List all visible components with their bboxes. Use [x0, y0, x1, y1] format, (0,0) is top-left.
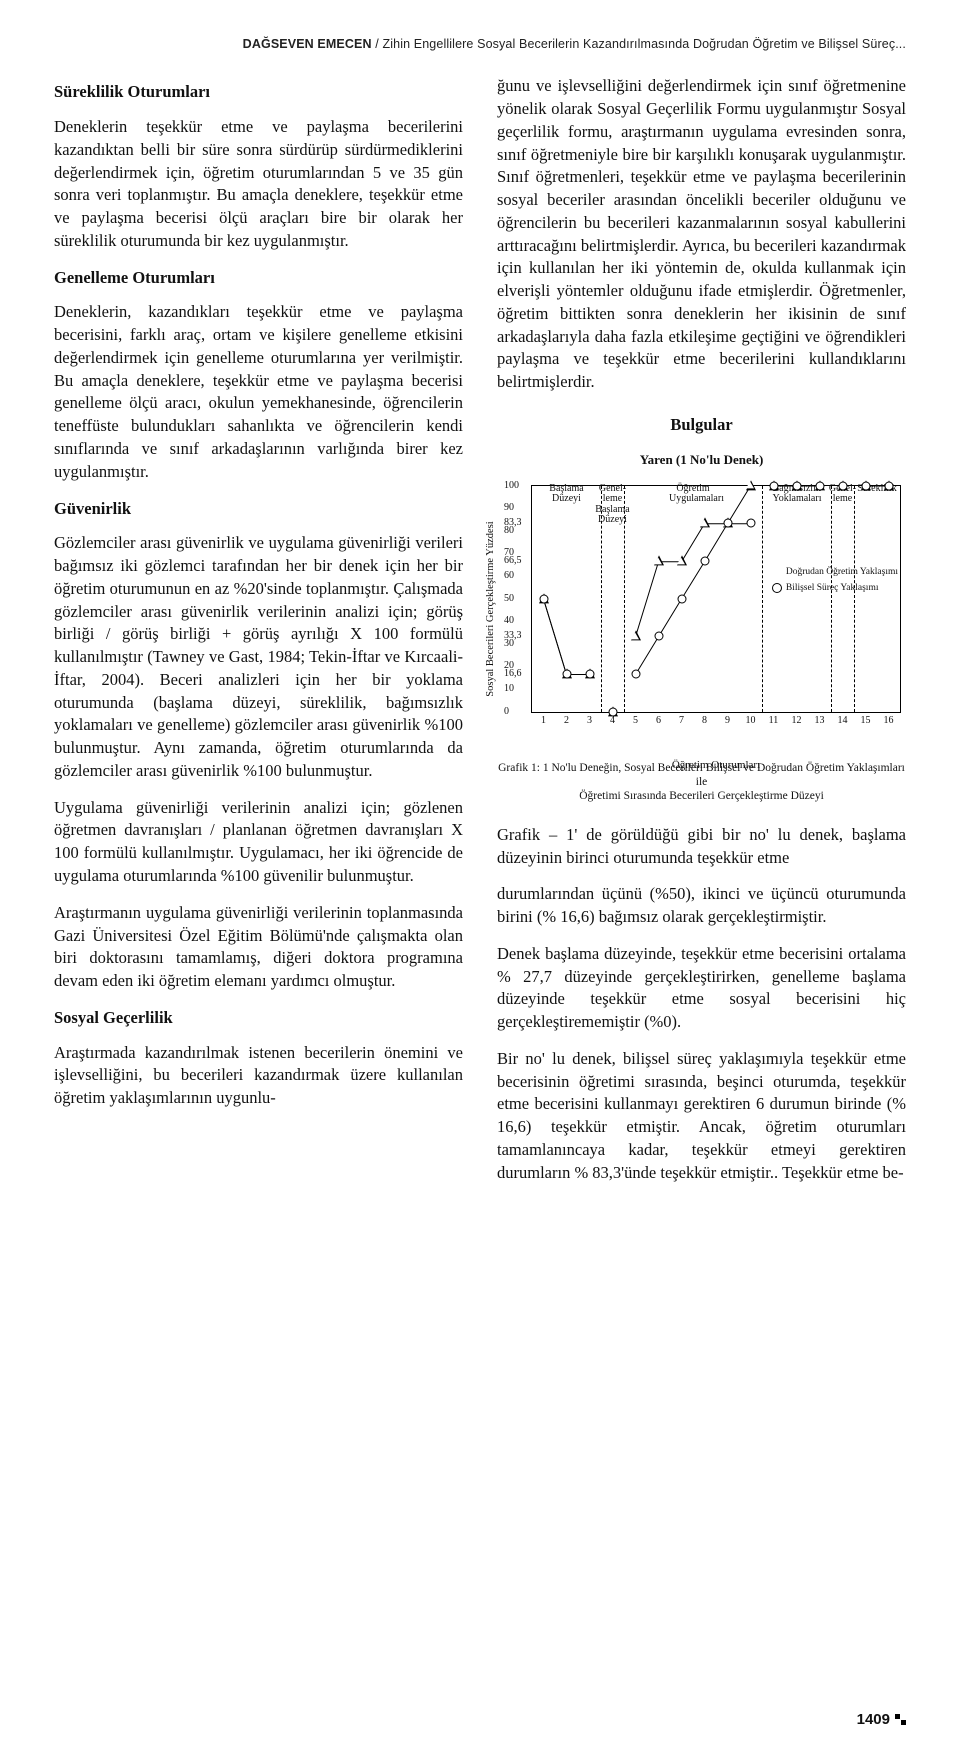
circle-marker-icon: [815, 481, 824, 490]
columns: Süreklilik Oturumları Deneklerin teşekkü…: [54, 75, 906, 1198]
y-axis-label: Sosyal Becerileri Gerçekleştirme Yüzdesi: [484, 521, 498, 696]
para-after-2: durumlarından üçünü (%50), ikinci ve üçü…: [497, 883, 906, 929]
y-tick: 60: [504, 569, 514, 583]
legend-label-dogrudan: Doğrudan Öğretim Yaklaşımı: [786, 566, 898, 578]
circle-marker-icon: [884, 481, 893, 490]
para-genelleme: Deneklerin, kazandıkları teşekkür etme v…: [54, 301, 463, 483]
chart-caption-l2: Öğretimi Sırasında Becerileri Gerçekleşt…: [497, 789, 906, 803]
y-tick: 100: [504, 479, 519, 493]
chart-wrap: Yaren (1 No'lu Denek) Sosyal Becerileri …: [497, 451, 906, 804]
spacer: [497, 814, 906, 824]
chart-title: Yaren (1 No'lu Denek): [497, 451, 906, 469]
para-guvenirlik-3: Araştırmanın uygulama güvenirliği verile…: [54, 902, 463, 993]
para-sosyal: Araştırmada kazandırılmak istenen beceri…: [54, 1042, 463, 1110]
y-tick: 10: [504, 682, 514, 696]
circle-marker-icon: [792, 481, 801, 490]
heading-sureklilik: Süreklilik Oturumları: [54, 81, 463, 104]
x-tick: 8: [702, 714, 707, 728]
x-tick: 10: [746, 714, 756, 728]
circle-marker-icon: [723, 519, 732, 528]
right-column: ğunu ve işlevselliğini değerlendirmek iç…: [497, 75, 906, 1198]
heading-guvenirlik: Güvenirlik: [54, 498, 463, 521]
y-tick: 0: [504, 705, 509, 719]
para-after-4: Bir no' lu denek, bilişsel süreç yaklaşı…: [497, 1048, 906, 1185]
circle-marker-icon: [562, 670, 571, 679]
phase-label: Genel-lemeBaşlamaDüzeyi: [589, 484, 637, 526]
x-tick: 2: [564, 714, 569, 728]
legend-row-dogrudan: Doğrudan Öğretim Yaklaşımı: [772, 566, 898, 578]
circle-marker-icon: [677, 594, 686, 603]
legend-label-bilissel: Bilişsel Süreç Yaklaşımı: [786, 582, 879, 594]
circle-marker-icon: [861, 481, 870, 490]
y-tick: 50: [504, 592, 514, 606]
x-tick: 15: [861, 714, 871, 728]
x-tick: 1: [541, 714, 546, 728]
triangle-marker-icon: [772, 567, 782, 576]
x-tick: 5: [633, 714, 638, 728]
circle-marker-icon: [608, 707, 617, 716]
circle-marker-icon: [700, 557, 709, 566]
triangle-marker-icon: [746, 480, 756, 490]
circle-marker-icon: [746, 519, 755, 528]
heading-genelleme: Genelleme Oturumları: [54, 267, 463, 290]
x-axis-label: Öğretim Oturumları: [672, 758, 760, 773]
page: DAĞSEVEN EMECEN / Zihin Engellilere Sosy…: [0, 0, 960, 1753]
para-after-3: Denek başlama düzeyinde, teşekkür etme b…: [497, 943, 906, 1034]
circle-marker-icon: [631, 670, 640, 679]
circle-marker-icon: [585, 670, 594, 679]
running-head-title: Zihin Engellilere Sosyal Becerilerin Kaz…: [382, 37, 906, 51]
para-guvenirlik-2: Uygulama güvenirliği verilerinin analizi…: [54, 797, 463, 888]
triangle-marker-icon: [700, 518, 710, 528]
running-head-author: DAĞSEVEN EMECEN: [243, 37, 372, 51]
triangle-marker-icon: [631, 631, 641, 641]
x-tick: 13: [815, 714, 825, 728]
phase-line: [831, 486, 832, 712]
circle-marker-icon: [769, 481, 778, 490]
page-number: 1409: [857, 1710, 906, 1731]
x-tick: 7: [679, 714, 684, 728]
x-tick: 9: [725, 714, 730, 728]
para-sureklilik: Deneklerin teşekkür etme ve paylaşma bec…: [54, 116, 463, 253]
y-tick-extra: 33,3: [504, 630, 522, 644]
y-tick-extra: 16,6: [504, 667, 522, 681]
chart-legend: Doğrudan Öğretim Yaklaşımı Bilişsel Süre…: [772, 566, 898, 599]
x-tick: 6: [656, 714, 661, 728]
x-tick: 3: [587, 714, 592, 728]
heading-sosyal: Sosyal Geçerlilik: [54, 1007, 463, 1030]
y-tick: 90: [504, 501, 514, 515]
heading-bulgular: Bulgular: [497, 414, 906, 437]
circle-marker-icon: [838, 481, 847, 490]
phase-line: [854, 486, 855, 712]
triangle-marker-icon: [654, 556, 664, 566]
y-tick-extra: 83,3: [504, 517, 522, 531]
x-tick: 14: [838, 714, 848, 728]
x-tick: 11: [769, 714, 779, 728]
phase-label: Öğretim Uygulamaları: [669, 484, 717, 505]
legend-row-bilissel: Bilişsel Süreç Yaklaşımı: [772, 582, 898, 594]
para-right-top: ğunu ve işlevselliğini değerlendirmek iç…: [497, 75, 906, 394]
para-guvenirlik-1: Gözlemciler arası güvenirlik ve uygulama…: [54, 532, 463, 782]
left-column: Süreklilik Oturumları Deneklerin teşekkü…: [54, 75, 463, 1198]
phase-line: [762, 486, 763, 712]
para-after-1: Grafik – 1' de görüldüğü gibi bir no' lu…: [497, 824, 906, 870]
circle-marker-icon: [772, 583, 782, 593]
y-tick-extra: 66,5: [504, 554, 522, 568]
y-tick: 40: [504, 614, 514, 628]
triangle-marker-icon: [677, 556, 687, 566]
plot-area: Doğrudan Öğretim Yaklaşımı Bilişsel Süre…: [531, 485, 901, 713]
circle-marker-icon: [539, 594, 548, 603]
running-head: DAĞSEVEN EMECEN / Zihin Engellilere Sosy…: [54, 36, 906, 53]
running-head-sep: /: [372, 37, 383, 51]
chart: Sosyal Becerileri Gerçekleştirme Yüzdesi…: [497, 475, 905, 743]
x-tick: 16: [884, 714, 894, 728]
x-tick: 12: [792, 714, 802, 728]
circle-marker-icon: [654, 632, 663, 641]
phase-label: BaşlamaDüzeyi: [543, 484, 591, 505]
